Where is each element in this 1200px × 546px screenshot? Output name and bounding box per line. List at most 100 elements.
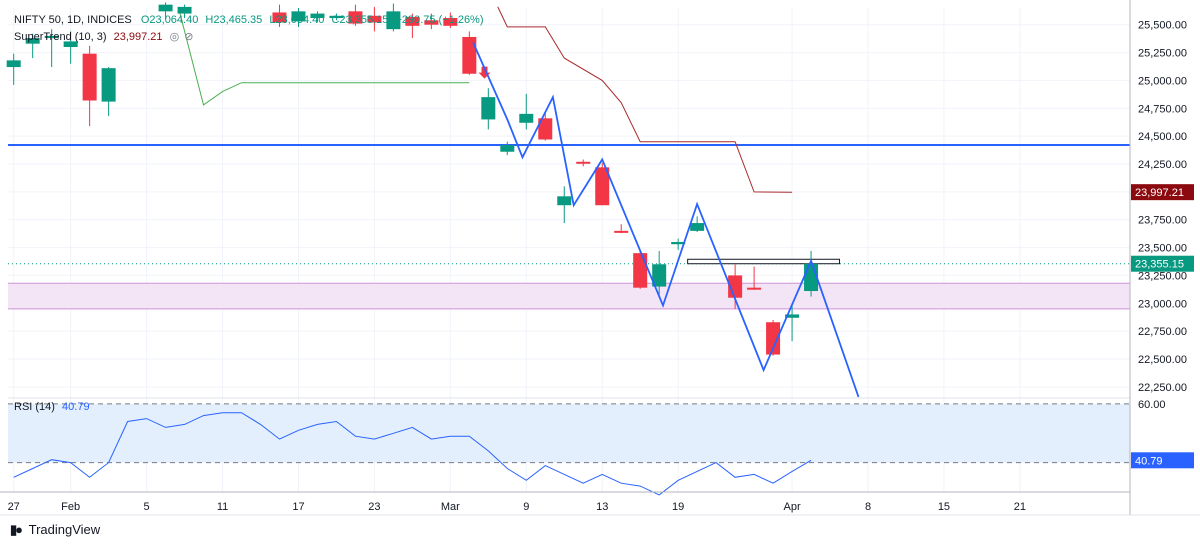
candle-body bbox=[500, 145, 515, 152]
price-tick-label: 25,500.00 bbox=[1138, 20, 1187, 32]
rsi-tick-label: 60.00 bbox=[1138, 399, 1166, 411]
time-tick-label: 17 bbox=[292, 501, 304, 513]
time-tick-label: Feb bbox=[61, 501, 80, 513]
price-tick-label: 25,000.00 bbox=[1138, 75, 1187, 87]
candle-body bbox=[329, 15, 344, 19]
candle-body bbox=[576, 161, 591, 164]
candles bbox=[6, 2, 819, 356]
price-tick-label: 25,250.00 bbox=[1138, 48, 1187, 60]
high-value: H23,465.35 bbox=[205, 14, 263, 26]
price-tick-label: 23,000.00 bbox=[1138, 298, 1187, 310]
hidden-icon[interactable]: ⊘ bbox=[184, 31, 194, 43]
candle-body bbox=[177, 6, 192, 14]
symbol-label: NIFTY 50, 1D, INDICES bbox=[14, 14, 132, 26]
price-tick-label: 22,250.00 bbox=[1138, 382, 1187, 394]
time-tick-label: 27 bbox=[8, 501, 20, 513]
candle-body bbox=[272, 12, 287, 23]
candle-body bbox=[766, 322, 781, 355]
time-tick-label: Mar bbox=[441, 501, 460, 513]
candle-body bbox=[367, 15, 382, 23]
candle-body bbox=[747, 287, 762, 290]
supertrend-badge-bg bbox=[1131, 184, 1194, 201]
candle-body bbox=[424, 20, 439, 25]
candle-body bbox=[633, 253, 648, 288]
change-value: +290.75 (+1.26%) bbox=[395, 14, 484, 26]
supertrend-up-line bbox=[178, 8, 470, 106]
candle-body bbox=[405, 16, 420, 26]
price-tick-label: 24,750.00 bbox=[1138, 103, 1187, 115]
supertrend-badge-label: 23,997.21 bbox=[1135, 187, 1184, 199]
candle-body bbox=[519, 113, 534, 123]
rsi-value: 40.79 bbox=[62, 401, 90, 413]
price-tick-label: 22,750.00 bbox=[1138, 326, 1187, 338]
rsi-badge-label: 40.79 bbox=[1135, 455, 1163, 467]
candle-body bbox=[595, 167, 610, 206]
pattern-line-group bbox=[472, 42, 860, 398]
legend-rsi: RSI (14) 40.79 bbox=[14, 401, 90, 413]
candle-body bbox=[557, 196, 572, 206]
legend-main: NIFTY 50, 1D, INDICES O23,064.40 H23,465… bbox=[14, 14, 484, 26]
low-value: L23,064.40 bbox=[269, 14, 325, 26]
time-tick-label: 13 bbox=[596, 501, 608, 513]
pattern-line bbox=[472, 42, 860, 398]
price-tick-label: 24,250.00 bbox=[1138, 159, 1187, 171]
supertrend-value: 23,997.21 bbox=[113, 31, 163, 43]
time-tick-label: Apr bbox=[784, 501, 801, 513]
candle-body bbox=[614, 230, 629, 233]
candle-body bbox=[443, 18, 458, 26]
axes: 25,500.00 25,250.00 25,000.00 24,750.00 24,5… bbox=[0, 0, 1200, 516]
price-tick-label: 23,250.00 bbox=[1138, 270, 1187, 282]
candle-body bbox=[652, 264, 667, 287]
candle-body bbox=[158, 4, 173, 12]
candle-body bbox=[671, 242, 686, 245]
candle-body bbox=[25, 38, 40, 44]
rsi-badge-bg bbox=[1131, 452, 1194, 469]
rsi-label: RSI (14) bbox=[14, 401, 55, 413]
price-tick-label: 23,750.00 bbox=[1138, 215, 1187, 227]
supertrend-label: SuperTrend (10, 3) bbox=[14, 31, 107, 43]
brand-label: TradingView bbox=[28, 522, 101, 537]
candle-body bbox=[82, 53, 97, 101]
candle-body bbox=[462, 36, 477, 74]
close-value: C23,355.15 bbox=[331, 14, 389, 26]
candle-body bbox=[690, 223, 705, 231]
time-tick-label: 19 bbox=[672, 501, 684, 513]
time-tick-label: 8 bbox=[865, 501, 871, 513]
supertrend-down-line bbox=[497, 6, 793, 193]
price-tick-label: 24,500.00 bbox=[1138, 131, 1187, 143]
time-tick-label: 23 bbox=[368, 501, 380, 513]
candle-body bbox=[44, 35, 59, 39]
zone-fill bbox=[8, 283, 1130, 309]
candle-body bbox=[348, 11, 363, 24]
legend-supertrend: SuperTrend (10, 3) 23,997.21 ◎ ⊘ bbox=[14, 30, 193, 43]
candle-body bbox=[6, 60, 21, 68]
candle-body bbox=[481, 97, 496, 120]
time-tick-label: 9 bbox=[523, 501, 529, 513]
support-line-group bbox=[8, 144, 1130, 265]
candle-body bbox=[101, 68, 116, 102]
current-price-badge-bg bbox=[1131, 255, 1194, 272]
time-tick-label: 21 bbox=[1014, 501, 1026, 513]
candle-body bbox=[291, 11, 306, 22]
candle-body bbox=[310, 13, 325, 19]
visibility-eye-icon[interactable]: ◎ bbox=[169, 31, 180, 43]
candle-body bbox=[785, 314, 800, 318]
tradingview-logo[interactable]: ▮● TradingView bbox=[10, 522, 100, 538]
price-tick-label: 23,500.00 bbox=[1138, 243, 1187, 255]
open-value: O23,064.40 bbox=[140, 14, 199, 26]
candle-body bbox=[63, 41, 78, 47]
rsi-band bbox=[8, 403, 1130, 463]
candle-body bbox=[386, 11, 401, 30]
time-tick-label: 15 bbox=[938, 501, 950, 513]
time-tick-label: 5 bbox=[144, 501, 150, 513]
horizontal-rectangle bbox=[687, 258, 841, 265]
rsi-pane bbox=[8, 397, 1130, 496]
rsi-line bbox=[13, 412, 812, 496]
time-tick-label: 11 bbox=[217, 501, 228, 513]
price-tick-label: 22,500.00 bbox=[1138, 354, 1187, 366]
candle-body bbox=[538, 118, 553, 140]
tradingview-logo-icon: ▮● bbox=[10, 522, 23, 537]
current-price-badge-label: 23,355.15 bbox=[1135, 259, 1184, 271]
support-zone bbox=[8, 282, 1130, 310]
